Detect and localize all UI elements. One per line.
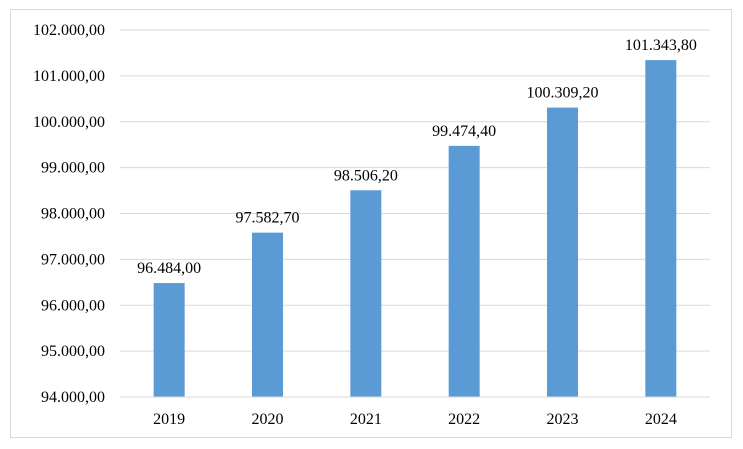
data-label-2021: 98.506,20 xyxy=(334,167,398,184)
data-labels: 96.484,00 97.582,70 98.506,20 99.474,40 100.… xyxy=(137,37,697,277)
bar-2024 xyxy=(645,60,677,397)
bar-2023 xyxy=(547,107,578,397)
y-tick-label: 101.000,00 xyxy=(33,68,105,85)
x-tick-label-2024: 2024 xyxy=(645,411,677,428)
data-label-2022: 99.474,40 xyxy=(432,123,496,140)
bar-2022 xyxy=(448,145,480,397)
data-label-2020: 97.582,70 xyxy=(236,210,300,227)
y-tick-label: 102.000,00 xyxy=(33,22,105,39)
y-tick-label: 96.000,00 xyxy=(41,297,105,314)
bar-2021 xyxy=(350,190,382,397)
y-tick-label: 100.000,00 xyxy=(33,114,105,131)
data-label-2024: 101.343,80 xyxy=(625,37,697,54)
bar-2019 xyxy=(153,283,185,397)
x-tick-label-2020: 2020 xyxy=(252,411,284,428)
bar-2020 xyxy=(252,232,283,397)
y-axis-tick-labels: 94.000,00 95.000,00 96.000,00 97.000,00 98.0… xyxy=(33,22,105,406)
y-tick-label: 99.000,00 xyxy=(41,160,105,177)
x-tick-label-2021: 2021 xyxy=(350,411,382,428)
x-tick-label-2019: 2019 xyxy=(153,411,185,428)
data-label-2019: 96.484,00 xyxy=(137,260,201,277)
data-label-2023: 100.309,20 xyxy=(527,85,599,102)
bars xyxy=(153,60,677,397)
x-axis-tick-labels: 2019 2020 2021 2022 2023 2024 xyxy=(153,411,677,428)
x-tick-label-2022: 2022 xyxy=(448,411,480,428)
y-tick-label: 98.000,00 xyxy=(41,206,105,223)
y-tick-label: 97.000,00 xyxy=(41,251,105,268)
gridlines xyxy=(120,29,710,352)
x-tick-label-2023: 2023 xyxy=(547,411,579,428)
y-tick-label: 94.000,00 xyxy=(41,389,105,406)
y-tick-label: 95.000,00 xyxy=(41,343,105,360)
